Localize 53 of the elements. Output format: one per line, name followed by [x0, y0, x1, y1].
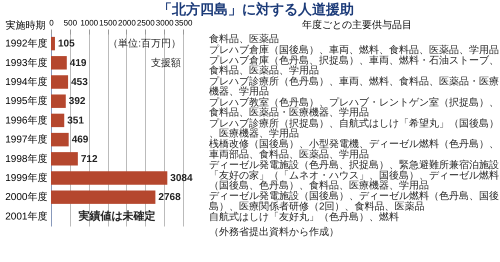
y-tick-label: 1997年度 — [5, 134, 48, 146]
annotation: （単位:百万円） — [108, 38, 181, 50]
y-tick-label: 2001年度 — [5, 210, 48, 222]
x-tick-label: 1000 — [80, 18, 99, 28]
data-label: 351 — [67, 115, 84, 126]
y-tick-label: 1993年度 — [5, 56, 48, 69]
bar — [51, 75, 68, 89]
data-label: 469 — [72, 134, 89, 146]
y-tick-label: 1999年度 — [5, 172, 48, 184]
y-axis-title: 実施時期 — [6, 20, 46, 32]
text: 年度ごとの主要供与品目 — [302, 19, 412, 31]
x-tick-label: 2000 — [118, 18, 136, 28]
data-label: 419 — [70, 58, 87, 69]
text: プレハブ倉庫（色丹島、択捉島）、車両、燃料・石油ストーブ、食料品、医薬品、学用品 — [209, 54, 499, 77]
bar — [51, 132, 69, 146]
text: プレハブ診療所（色丹島）、車両、燃料、食料品、医薬品・医療機器、学用品 — [209, 75, 499, 98]
bar — [51, 56, 67, 70]
bar — [51, 171, 168, 185]
y-tick-label: 1992年度 — [5, 38, 48, 50]
annotation: 実績値は未確定 — [78, 209, 156, 222]
text: 自航式はしけ「友好丸」（色丹島）、燃料 — [209, 211, 399, 224]
text: 食料品、医薬品 — [209, 33, 279, 46]
data-label: 712 — [80, 154, 98, 165]
text: プレハブ診療所（択捉島）、自航式はしけ「希望丸」（国後島）、医療機器、学用品 — [209, 117, 499, 140]
data-label: 3084 — [170, 173, 193, 184]
text: ディーゼル発電施設（色丹島、択捉島）、緊急避難所兼宿泊施設「友好の家」（「ムネオ・ハウス」、国後島）、ディーゼル燃料（国後島、色丹島）、食料品、医療機器、学用品 — [209, 159, 499, 192]
text: 桟橋改修（国後島）、小型発電機、ディーゼル燃料（色丹島）、車両部品、食料品、医薬品、学用品 — [209, 138, 499, 160]
bar — [51, 114, 64, 128]
data-label: 105 — [58, 38, 76, 50]
annotation: 支援額 — [151, 56, 181, 69]
bar — [51, 152, 78, 166]
text: 「北方四島」に対する人道援助 — [158, 1, 354, 17]
text: プレハブ倉庫（国後島）、車両、燃料、食料品、医薬品、学用品 — [209, 44, 499, 56]
bar — [51, 190, 156, 204]
data-label: 392 — [68, 96, 86, 108]
x-tick-label: 3500 — [174, 18, 193, 28]
bar — [51, 36, 55, 50]
x-tick-label: 2500 — [136, 18, 156, 28]
text: プレハブ教室（色丹島）、プレハブ・レントゲン室（択捉島）、食料品、医薬品・医療機器、学用品 — [209, 96, 499, 119]
y-tick-label: 1998年度 — [5, 152, 48, 165]
bar — [51, 94, 66, 108]
y-tick-label: 2000年度 — [5, 191, 48, 204]
y-tick-label: 1994年度 — [5, 76, 48, 88]
x-tick-label: 500 — [64, 18, 78, 28]
y-tick-label: 1995年度 — [5, 95, 48, 108]
data-label: 453 — [71, 77, 88, 88]
text: （外務省提出資料から作成） — [209, 226, 339, 238]
x-tick-label: 0 — [49, 18, 54, 28]
text: ディーゼル発電施設（国後島）、ディーゼル燃料（色丹島、国後島）、医療関係者研修（2回）、食料品、医薬品 — [209, 190, 499, 212]
x-tick-label: 3000 — [156, 18, 174, 28]
y-tick-label: 1996年度 — [5, 114, 48, 126]
data-label: 2768 — [158, 192, 182, 204]
x-tick-label: 1500 — [99, 18, 118, 28]
